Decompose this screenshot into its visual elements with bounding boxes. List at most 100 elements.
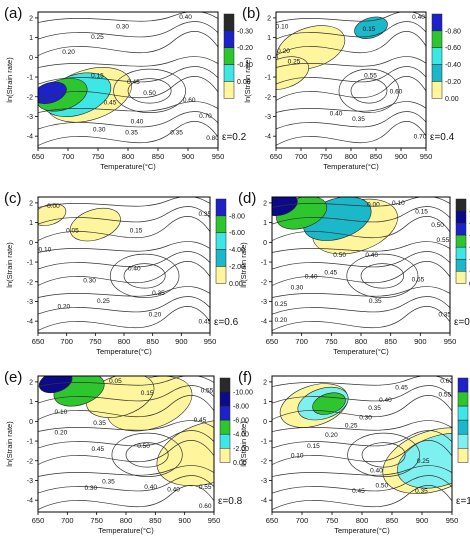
contour-line [272,286,450,298]
contour-line [276,111,426,130]
instability-region [38,81,67,104]
contour-line [272,296,450,315]
x-tick-label: 750 [325,337,338,346]
contour-label: 0.25 [97,298,110,305]
legend-label: -0.20 [237,45,253,52]
x-tick-label: 800 [356,516,369,525]
contour-label: 0.05 [66,227,79,234]
contour-line [38,12,218,23]
contour-line [38,465,214,477]
contour-label: 0.55 [437,237,450,244]
contour-label: 0.00 [367,202,380,209]
panel-d: 0.00 0.100.150.500.550.400.500.450.550.40… [238,190,470,356]
contour-label: 0.40 [412,14,425,21]
x-tick-label: 650 [32,152,45,161]
contour-line [272,485,452,511]
x-tick-label: 800 [345,152,358,161]
contour-label: 0.20 [277,48,290,55]
contour-label: 0.20 [62,49,75,56]
legend-label: -2.00 [229,264,245,271]
contour-label: 0.20 [275,317,288,324]
contour-line [272,465,452,477]
panel-label: (e) [4,369,22,386]
contour-loop [338,68,400,113]
contour-line [272,440,452,466]
strain-label: ε=0.6 [214,317,239,328]
y-tick-label: 0 [263,419,267,426]
x-tick-label: 650 [266,516,279,525]
legend-swatch [457,377,469,393]
contour-label: 0.45 [199,318,212,325]
contour-line [272,376,452,387]
contour-label: 0.30 [116,23,129,30]
x-tick-label: 950 [444,337,457,346]
x-tick-label: 900 [414,337,427,346]
strain-label: ε=1.0 [456,496,470,507]
x-tick-label: 950 [208,516,221,525]
contour-line [38,395,214,421]
legend-swatch [223,64,235,82]
contour-line [272,385,452,404]
y-tick-label: -4 [261,319,267,326]
contour-line [38,296,210,315]
strain-label: ε=0.7 [454,317,470,328]
contour-loop [347,432,420,477]
y-tick-label: 0 [29,240,33,247]
instability-region [38,203,67,226]
contour-label: 0.05 [109,378,122,385]
legend-swatch [457,419,469,435]
legend-swatch [223,30,235,48]
contour-line [272,206,450,225]
contour-line [272,395,452,421]
y-tick-label: -1 [27,75,33,82]
contour-label: 0.55 [438,391,451,398]
x-tick-label: 750 [326,516,339,525]
contour-line [38,420,214,432]
contour-line [38,286,210,298]
legend-swatch [219,448,231,463]
contour-label: 0.30 [359,415,372,422]
legend-swatch [455,234,467,248]
legend-swatch [457,433,469,449]
legend-swatch [219,391,231,407]
contour-loop [346,253,419,298]
panel-label: (c) [4,190,22,207]
legend-swatch [455,258,467,272]
plot-area: 0.10 0.15 0.40 0.20 0.25 0.55 0.60 0.40 0.35 0.70 [276,12,426,148]
contour-line [272,261,450,287]
y-tick-label: -3 [27,299,33,306]
y-tick-label: 1 [263,399,267,406]
x-tick-label: 900 [175,337,188,346]
y-axis-label: ln(Strain rate) [243,57,252,103]
contour-label: 0.80 [206,135,219,142]
contour-loop [127,78,172,104]
contour-label: 0.40 [131,119,144,126]
y-tick-label: -3 [27,478,33,485]
plot-area: 0.400.300.250.200.150.450.450.500.600.70… [38,12,219,148]
legend-label: -10.00 [233,390,253,397]
contour-label: 0.25 [417,458,430,465]
contour-label: 0.25 [345,423,358,430]
contour-label: 0.50 [333,252,346,259]
contour-label: 0.55 [364,72,377,79]
x-tick-label: 700 [62,152,75,161]
contour-line [38,56,218,68]
contour-label: 0.70 [199,113,212,120]
contour-loop [123,263,166,289]
contour-label: 0.55 [199,484,212,491]
contour-label: 0.50 [375,483,388,490]
panel-e: 0.05 0.15 0.55 0.10 0.20 0.35 0.45 0.50 0.45 0.40… [4,369,253,535]
x-tick-label: 950 [212,152,225,161]
contour-line [38,385,214,404]
y-axis-label: ln(Strain rate) [5,57,14,103]
contour-label: 0.55 [201,387,214,394]
plot-area: 0.00 0.100.150.500.550.400.500.450.550.40… [272,197,450,333]
instability-region [156,419,214,487]
contour-label: 0.45 [104,99,117,106]
contour-label: 0.50 [137,443,150,450]
contour-line [38,121,218,147]
y-tick-label: -2 [265,94,271,101]
y-tick-label: -1 [265,75,271,82]
contour-label: 0.20 [149,312,162,319]
